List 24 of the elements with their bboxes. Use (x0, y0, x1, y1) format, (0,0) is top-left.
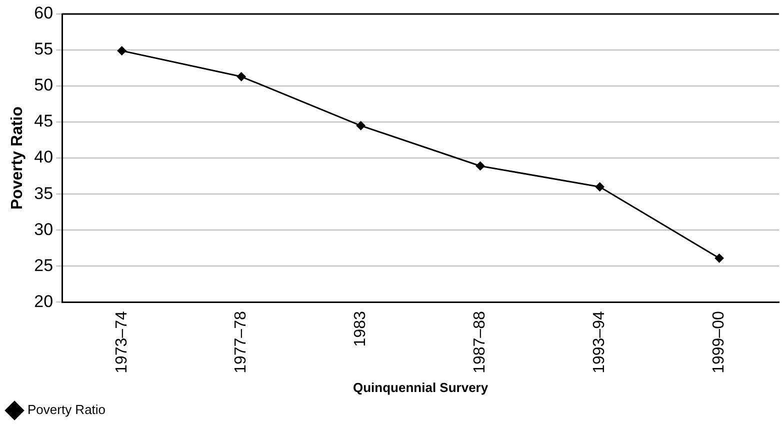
x-tick-label: 1999–00 (710, 311, 728, 374)
y-tick-label: 20 (34, 292, 54, 311)
y-tick-label: 40 (34, 148, 54, 167)
y-axis-title: Poverty Ratio (9, 106, 26, 210)
y-tick-label: 45 (34, 112, 54, 131)
x-axis-title: Quinquennial Survery (353, 380, 489, 395)
y-tick-label: 30 (34, 220, 54, 239)
legend-label: Poverty Ratio (28, 402, 106, 418)
y-tick-label: 25 (34, 256, 54, 275)
x-tick-label: 1987–88 (472, 311, 489, 374)
x-tick-label: 1973–74 (113, 311, 130, 374)
x-tick-label: 1993–94 (591, 311, 608, 374)
point (117, 46, 126, 56)
point (595, 182, 604, 192)
x-tick-label: 1983 (352, 311, 370, 347)
point (356, 121, 366, 130)
y-tick-label: 55 (34, 40, 54, 59)
y-tick-label: 50 (34, 76, 54, 95)
x-tick-label: 1977–78 (232, 311, 250, 374)
y-tick-label: 60 (34, 4, 54, 23)
point (714, 254, 724, 263)
y-tick-label: 35 (34, 184, 54, 203)
point (476, 161, 485, 170)
point (236, 72, 246, 82)
